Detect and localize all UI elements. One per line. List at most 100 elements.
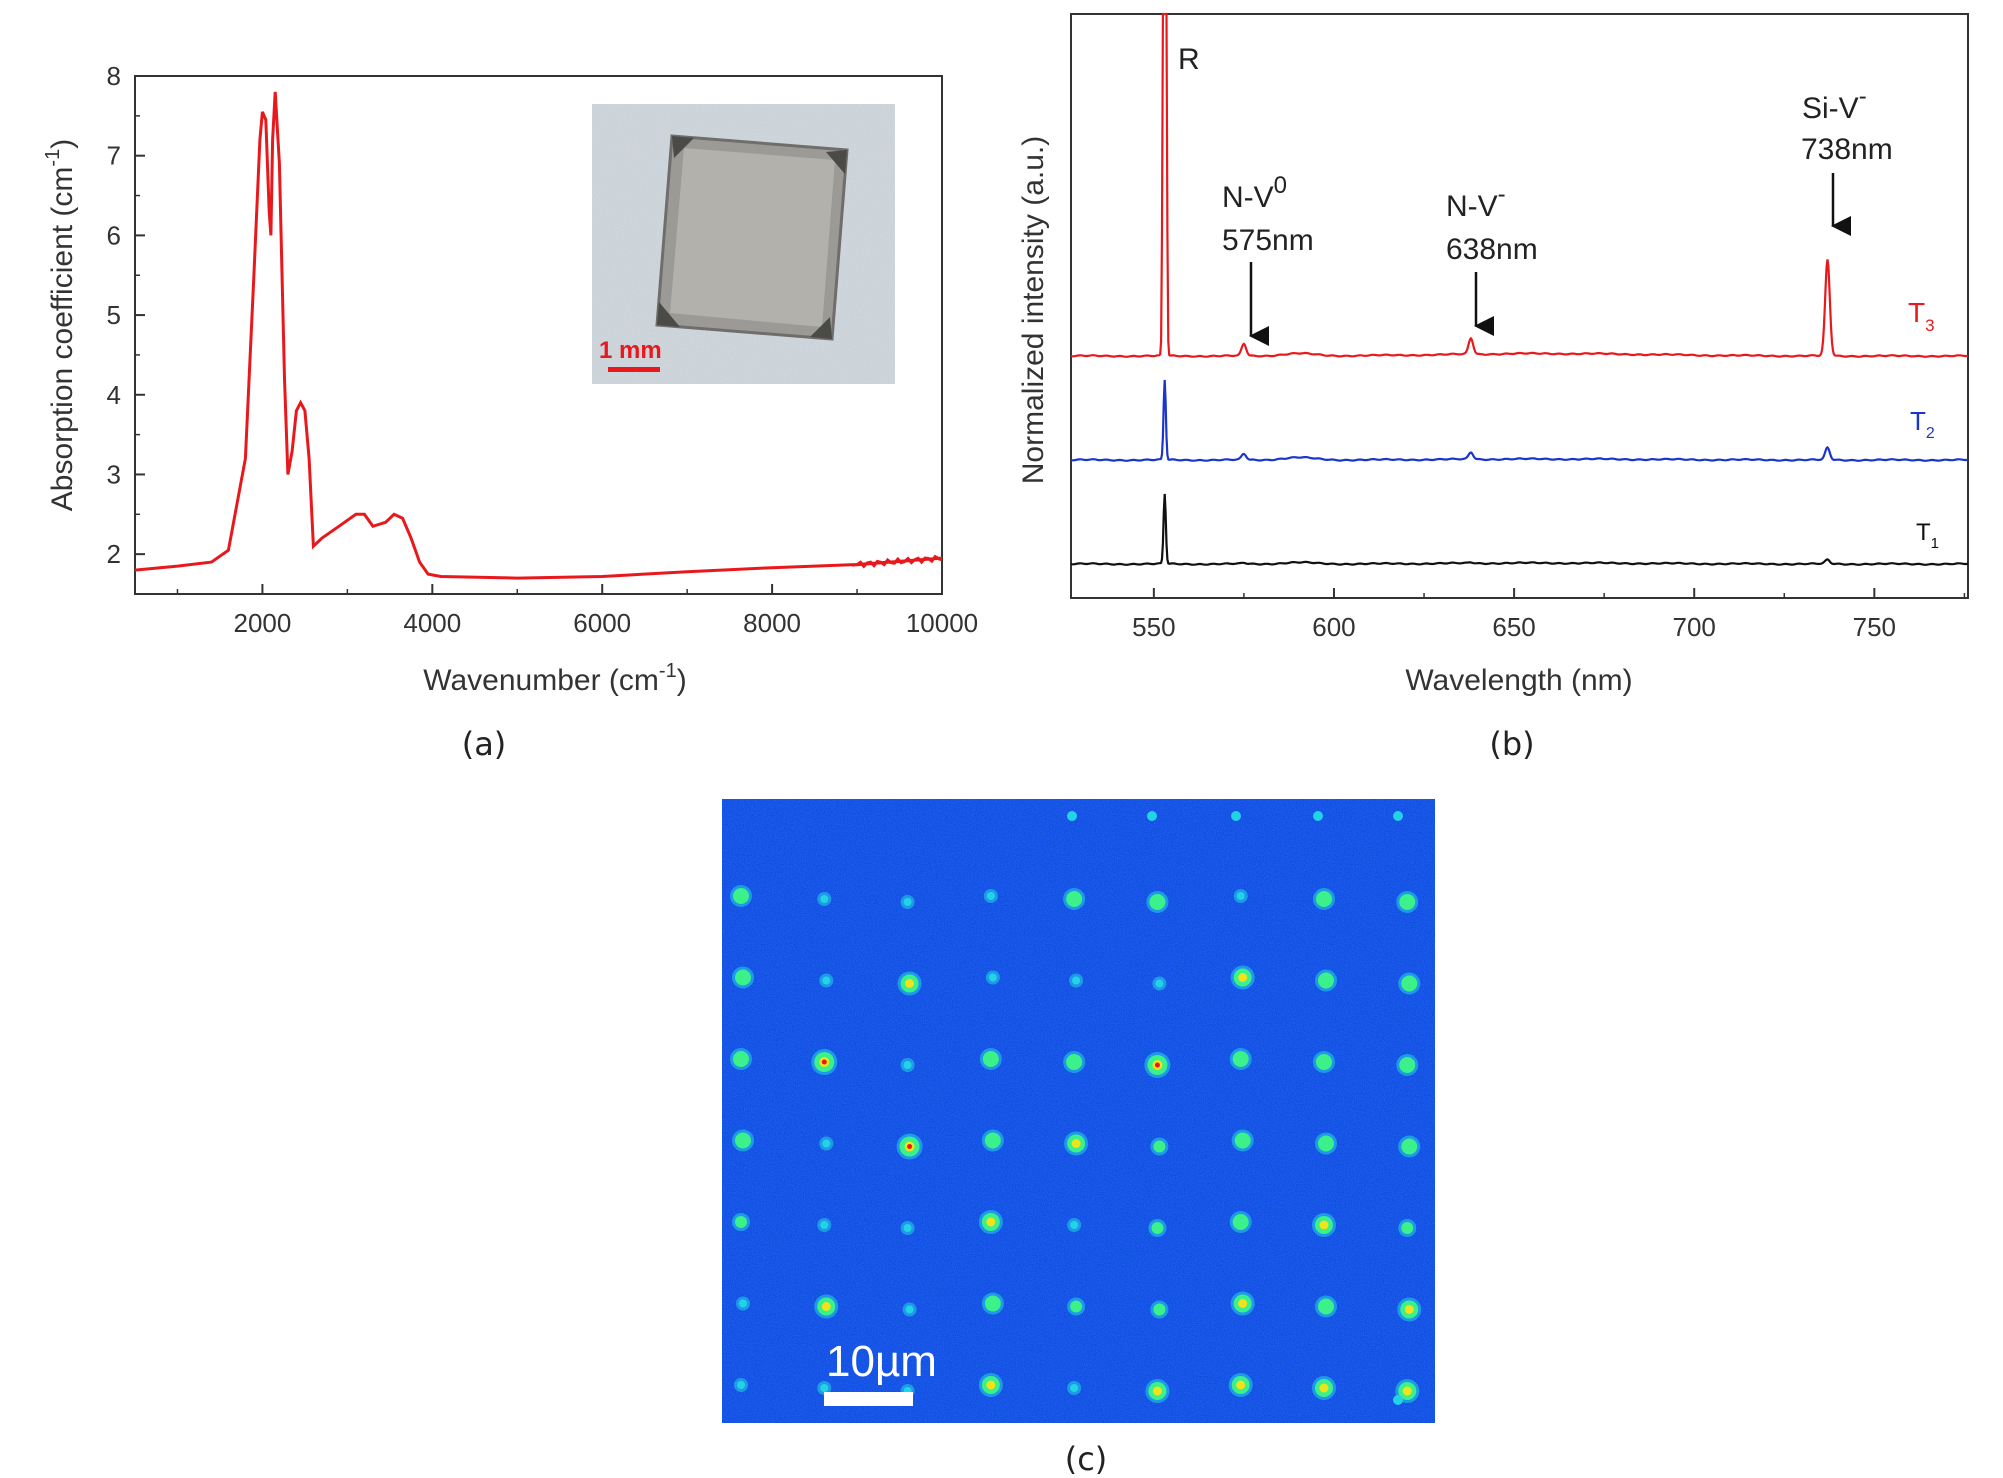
x-tick-label: 700 <box>1673 612 1716 642</box>
fluorescence-spot <box>1145 1379 1170 1403</box>
fluorescence-spot <box>1230 965 1255 990</box>
fluorescence-spot <box>1311 1376 1336 1400</box>
fluorescence-spot <box>730 885 752 907</box>
fluorescence-spot <box>1397 1297 1422 1322</box>
series-label-t1: T1 <box>1916 519 1939 552</box>
panel-a: 2000 4000 6000 8000 10000 2 3 4 5 6 7 8 Wavenumber… <box>42 61 978 763</box>
fluorescence-spot <box>817 892 832 906</box>
fluorescence-spot <box>1314 1132 1337 1155</box>
panel-c-label: (c) <box>1065 1440 1108 1478</box>
y-tick-label: 4 <box>107 380 121 410</box>
x-tick-label: 750 <box>1853 612 1896 642</box>
nv0-wavelength: 575nm <box>1222 224 1314 257</box>
fluorescence-spot <box>819 1136 834 1151</box>
panel-a-ticks <box>135 75 943 594</box>
fluorescence-spot <box>1398 1135 1421 1158</box>
inset-scale-bar-label: 1 mm <box>599 337 662 364</box>
fluorescence-spot <box>732 1129 754 1152</box>
x-tick-label: 8000 <box>743 608 801 638</box>
fluorescence-spot <box>1152 976 1167 991</box>
fluorescence-spot <box>1064 1131 1089 1156</box>
map-scale-bar <box>824 1392 913 1406</box>
panel-b-x-axis-label: Wavelength (nm) <box>1405 664 1632 697</box>
absorption-series-line <box>134 91 943 580</box>
sample-photo-inset: 1 mm <box>592 104 895 384</box>
fluorescence-spot <box>1393 1395 1403 1405</box>
fluorescence-spot <box>897 971 922 996</box>
series-label-t3: T3 <box>1908 297 1935 335</box>
x-tick-label: 600 <box>1312 612 1355 642</box>
x-tick-label: 6000 <box>573 608 631 638</box>
fluorescence-spot <box>1233 889 1248 903</box>
fluorescence-spot <box>736 1296 750 1311</box>
spectrum-line-t1 <box>1070 493 1969 566</box>
y-tick-label: 7 <box>107 141 121 171</box>
fluorescence-spot <box>983 889 998 903</box>
fluorescence-spot <box>1231 811 1241 821</box>
fluorescence-spot <box>1311 1213 1336 1237</box>
panel-a-axes-frame <box>134 75 943 595</box>
fluorescence-spot <box>1067 811 1077 821</box>
fluorescence-spot <box>1312 888 1335 910</box>
fluorescence-spot <box>979 1048 1002 1070</box>
fluorescence-spot <box>1148 1219 1167 1237</box>
x-tick-label: 10000 <box>906 608 978 638</box>
siv-minus-wavelength: 738nm <box>1801 133 1893 166</box>
fluorescence-spot <box>1144 1052 1171 1078</box>
fluorescence-spot <box>1067 1218 1082 1232</box>
panel-a-y-tick-labels: 2 3 4 5 6 7 8 <box>107 61 121 569</box>
fluorescence-spot <box>1150 1137 1169 1156</box>
x-tick-label: 650 <box>1492 612 1535 642</box>
fluorescence-spot <box>814 1294 839 1319</box>
fluorescence-spot <box>1396 1054 1419 1076</box>
panel-b-y-axis-label: Normalized intensity (a.u.) <box>1017 136 1050 484</box>
fluorescence-spot <box>978 1373 1003 1397</box>
fluorescence-spot <box>981 1292 1004 1315</box>
fluorescence-spot <box>900 895 915 909</box>
panel-a-y-axis-label: Absorption coefficient (cm-1) <box>42 139 79 511</box>
map-scale-bar-label: 10µm <box>826 1337 937 1386</box>
panel-c: 10µm (c) <box>722 799 1435 1478</box>
fluorescence-spot <box>1393 811 1403 821</box>
panel-b-x-tick-labels: 550 600 650 700 750 <box>1132 612 1896 642</box>
fluorescence-spot <box>1229 1048 1252 1070</box>
raman-peak-label: R <box>1178 43 1200 76</box>
nv-minus-wavelength: 638nm <box>1446 233 1538 266</box>
x-tick-label: 550 <box>1132 612 1175 642</box>
fluorescence-spot <box>1229 1211 1252 1233</box>
fluorescence-spot <box>1067 1381 1082 1395</box>
fluorescence-spot <box>902 1302 917 1317</box>
fluorescence-spot <box>1314 969 1337 992</box>
fluorescence-spot <box>1231 1129 1254 1152</box>
fluorescence-spots <box>730 811 1422 1405</box>
fluorescence-spot <box>817 1381 832 1395</box>
fluorescence-spot <box>1147 811 1157 821</box>
fluorescence-spot <box>1313 811 1323 821</box>
panel-b-label: (b) <box>1489 725 1534 763</box>
fluorescence-spot <box>811 1049 838 1075</box>
fluorescence-spot <box>732 1213 750 1231</box>
y-tick-label: 3 <box>107 459 121 489</box>
panel-a-x-tick-labels: 2000 4000 6000 8000 10000 <box>233 608 978 638</box>
fluorescence-spot <box>1146 891 1169 913</box>
fluorescence-spot <box>1063 1051 1086 1073</box>
fluorescence-spot <box>1314 1295 1337 1318</box>
panel-a-label: (a) <box>462 725 507 763</box>
fluorescence-spot <box>732 966 754 989</box>
fluorescence-spot <box>1398 1219 1417 1237</box>
panel-a-x-axis-label: Wavenumber (cm-1) <box>423 660 686 697</box>
y-tick-label: 2 <box>107 539 121 569</box>
panel-b: 550 600 650 700 750 T3 T2 T1 R N-V0 575nm N-… <box>1017 12 1969 763</box>
y-tick-label: 8 <box>107 61 121 91</box>
fluorescence-spot <box>819 973 834 988</box>
fluorescence-spot <box>896 1133 923 1160</box>
x-tick-label: 4000 <box>403 608 461 638</box>
series-label-t2: T2 <box>1910 406 1935 442</box>
fluorescence-spot <box>1069 973 1084 988</box>
inset-scale-bar <box>608 367 660 372</box>
fluorescence-spot <box>817 1218 832 1232</box>
panel-b-ticks <box>1152 588 1966 598</box>
fluorescence-spot <box>978 1210 1003 1234</box>
fluorescence-spot <box>900 1058 915 1072</box>
fluorescence-spot <box>1150 1300 1169 1319</box>
